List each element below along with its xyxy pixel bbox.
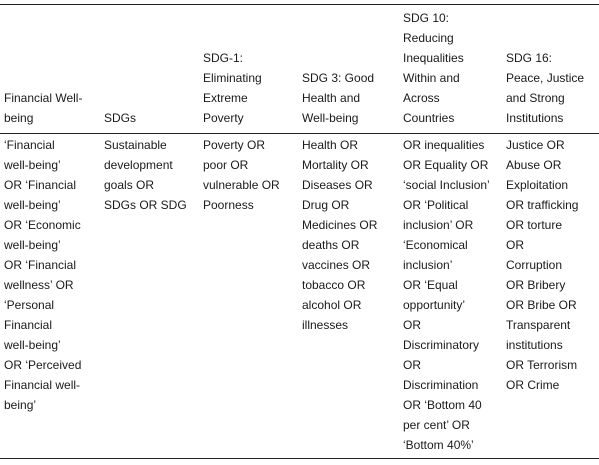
body-cell-line: OR torture <box>506 218 563 232</box>
body-cell-line: ‘Personal <box>4 298 55 312</box>
header-cell-line: SDG 16: <box>506 51 553 65</box>
header-cell-line: Peace, Justice <box>506 71 585 85</box>
body-cell-line: ‘Financial <box>4 138 55 152</box>
body-cell-line: OR Bribery <box>506 278 566 292</box>
body-cell-line: institutions <box>506 338 563 352</box>
body-cell-line: Discrimination <box>403 378 479 392</box>
body-cell-line: SDGs OR SDG <box>104 198 187 212</box>
body-cell-line: well-being’ <box>4 238 61 252</box>
body-cell-line: OR ‘Bottom 40 <box>403 398 482 412</box>
header-cell-line: Eliminating <box>203 71 262 85</box>
header-cell-line: Countries <box>403 111 455 125</box>
body-cell-line: Justice OR <box>506 138 565 152</box>
body-cell-line: Exploitation <box>506 178 569 192</box>
bottom-rule <box>0 458 599 459</box>
header-cell-line: SDG 10: <box>403 11 450 25</box>
header-cell-line: Poverty <box>203 111 244 125</box>
body-cell-line: Health OR <box>302 138 359 152</box>
header-cell-line: and Strong <box>506 91 565 105</box>
header-cell-line: Financial Well- <box>4 91 83 105</box>
header-cell-line: Reducing <box>403 31 454 45</box>
body-cell-line: alcohol OR <box>302 298 362 312</box>
body-cell-line: OR trafficking <box>506 198 579 212</box>
body-cell-line: ‘Economical <box>403 238 468 252</box>
body-cell-line: OR ‘Economic <box>4 218 81 232</box>
body-cell-line: deaths OR <box>302 238 360 252</box>
body-cell-line: OR Bribe OR <box>506 298 577 312</box>
body-cell-line: illnesses <box>302 318 349 332</box>
body-cell-line: OR <box>506 238 524 252</box>
body-cell-line: tobacco OR <box>302 278 366 292</box>
body-cell-line: well-being’ <box>4 198 61 212</box>
body-cell-line: ‘Bottom 40%’ <box>403 438 474 452</box>
header-cell-line: Extreme <box>203 91 248 105</box>
body-cell-line: OR ‘Financial <box>4 258 77 272</box>
body-cell-line: OR ‘Perceived <box>4 358 82 372</box>
body-cell-line: inclusion’ <box>403 258 453 272</box>
body-cell-line: Sustainable <box>104 138 167 152</box>
body-cell-line: wellness’ OR <box>4 278 74 292</box>
body-cell-line: per cent’ OR <box>403 418 470 432</box>
body-cell-line: OR inequalities <box>403 138 485 152</box>
body-cell-line: Corruption <box>506 258 563 272</box>
body-cell-line: OR Crime <box>506 378 560 392</box>
body-cell-line: goals OR <box>104 178 155 192</box>
body-cell-line: OR Equality OR <box>403 158 489 172</box>
header-cell-line: Health and <box>302 91 361 105</box>
body-cell-line: Transparent <box>506 318 571 332</box>
body-cell-line: Discriminatory <box>403 338 480 352</box>
body-cell-line: Poorness <box>203 198 254 212</box>
header-cell-line: Across <box>403 91 440 105</box>
header-rule <box>0 133 599 134</box>
body-cell-line: Diseases OR <box>302 178 373 192</box>
body-cell-line: ‘social Inclusion’ <box>403 178 490 192</box>
body-cell-line: well-being’ <box>4 158 61 172</box>
header-cell-line: Inequalities <box>403 51 464 65</box>
body-cell-line: OR ‘Equal <box>403 278 458 292</box>
body-cell-line: Mortality OR <box>302 158 369 172</box>
header-cell-line: being <box>4 111 34 125</box>
body-cell-line: Poverty OR <box>203 138 266 152</box>
body-cell-line: OR <box>403 318 421 332</box>
body-cell-line: OR ‘Financial <box>4 178 77 192</box>
body-cell-line: Drug OR <box>302 198 350 212</box>
body-cell-line: Financial <box>4 318 53 332</box>
body-cell-line: development <box>104 158 173 172</box>
body-cell-line: well-being’ <box>4 338 61 352</box>
body-cell-line: Medicines OR <box>302 218 378 232</box>
header-cell-line: Institutions <box>506 111 564 125</box>
header-cell-line: Well-being <box>302 111 359 125</box>
body-cell-line: Abuse OR <box>506 158 562 172</box>
body-cell-line: poor OR <box>203 158 249 172</box>
body-cell-line: opportunity’ <box>403 298 466 312</box>
top-rule <box>0 4 599 5</box>
header-cell-line: SDG-1: <box>203 51 244 65</box>
body-cell-line: being’ <box>4 398 37 412</box>
body-cell-line: OR <box>403 358 421 372</box>
body-cell-line: vaccines OR <box>302 258 371 272</box>
header-cell-line: SDG 3: Good <box>302 71 375 85</box>
body-cell-line: OR Terrorism <box>506 358 578 372</box>
body-cell-line: inclusion’ OR <box>403 218 474 232</box>
header-cell-line: SDGs <box>104 111 137 125</box>
body-cell-line: vulnerable OR <box>203 178 280 192</box>
body-cell-line: Financial well- <box>4 378 81 392</box>
body-cell-line: OR ‘Political <box>403 198 469 212</box>
header-cell-line: Within and <box>403 71 460 85</box>
